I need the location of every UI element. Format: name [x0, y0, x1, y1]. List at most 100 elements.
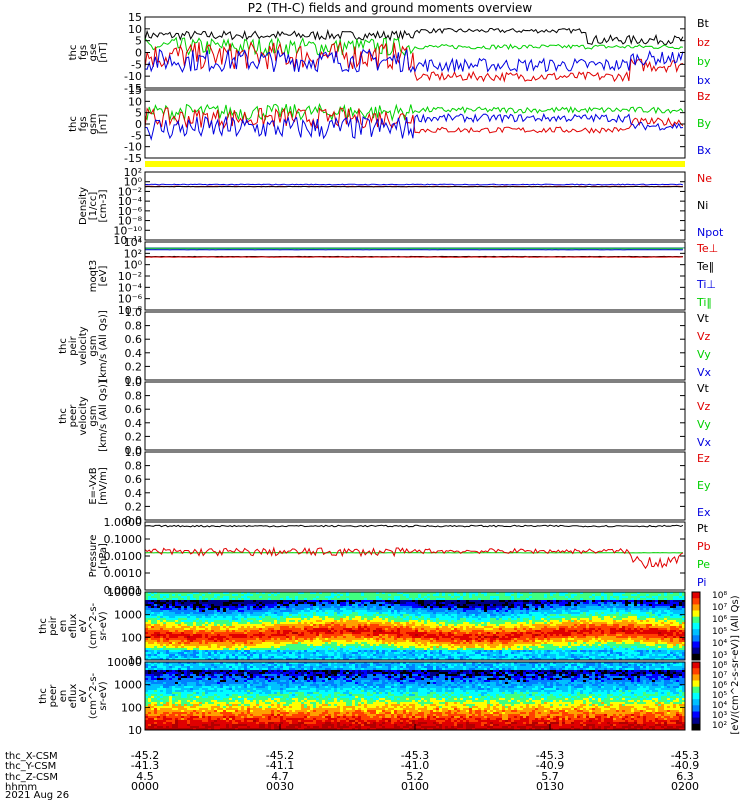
spec-cell — [259, 614, 263, 617]
spec-cell — [172, 620, 176, 623]
spec-cell — [247, 624, 251, 627]
spec-cell — [256, 644, 260, 647]
spec-cell — [544, 592, 548, 595]
spec-cell — [211, 600, 215, 603]
spec-cell — [370, 606, 374, 609]
spec-cell — [484, 628, 488, 631]
spec-cell — [580, 618, 584, 621]
spec-cell — [643, 642, 647, 645]
spec-cell — [448, 616, 452, 619]
spec-cell — [559, 642, 563, 645]
spec-cell — [364, 620, 368, 623]
spec-cell — [490, 610, 494, 613]
spec-cell — [616, 630, 620, 633]
spec-cell — [625, 636, 629, 639]
spec-cell — [577, 596, 581, 599]
spec-cell — [322, 614, 326, 617]
spec-cell — [637, 618, 641, 621]
spec-cell — [526, 608, 530, 611]
spec-cell — [205, 594, 209, 597]
spec-cell — [319, 642, 323, 645]
spec-cell — [262, 602, 266, 605]
spec-cell — [307, 602, 311, 605]
spec-cell — [157, 606, 161, 609]
spec-cell — [505, 624, 509, 627]
spec-cell — [436, 626, 440, 629]
spec-cell — [634, 594, 638, 597]
legend-bx: bx — [697, 74, 711, 87]
spec-cell — [682, 604, 686, 607]
spec-cell — [217, 620, 221, 623]
spec-cell — [388, 622, 392, 625]
spec-cell — [286, 598, 290, 601]
spec-cell — [340, 606, 344, 609]
spec-cell — [310, 608, 314, 611]
spec-cell — [262, 594, 266, 597]
spec-cell — [217, 634, 221, 637]
spec-cell — [421, 640, 425, 643]
spec-cell — [445, 618, 449, 621]
spec-cell — [520, 634, 524, 637]
spec-cell — [166, 602, 170, 605]
spec-cell — [388, 624, 392, 627]
spec-cell — [364, 636, 368, 639]
spec-cell — [340, 600, 344, 603]
spec-cell — [637, 620, 641, 623]
spec-cell — [487, 642, 491, 645]
spec-cell — [211, 604, 215, 607]
spec-cell — [442, 642, 446, 645]
spec-cell — [337, 606, 341, 609]
spec-cell — [358, 642, 362, 645]
spec-cell — [547, 604, 551, 607]
spec-cell — [529, 628, 533, 631]
spec-cell — [304, 632, 308, 635]
spec-cell — [193, 616, 197, 619]
spec-cell — [619, 620, 623, 623]
spec-cell — [472, 614, 476, 617]
spec-cell — [466, 602, 470, 605]
spec-cell — [553, 598, 557, 601]
spec-cell — [238, 604, 242, 607]
panel-p5: 1.00.80.60.40.20.0thcpeirvelocitygsm[km/… — [58, 306, 712, 387]
spec-cell — [673, 594, 677, 597]
spec-cell — [442, 640, 446, 643]
spec-cell — [235, 640, 239, 643]
spec-cell — [568, 634, 572, 637]
spec-cell — [562, 620, 566, 623]
spec-cell — [313, 598, 317, 601]
spec-cell — [469, 614, 473, 617]
spec-cell — [676, 630, 680, 633]
spec-cell — [172, 626, 176, 629]
spec-cell — [601, 592, 605, 595]
spec-cell — [325, 640, 329, 643]
spec-cell — [373, 604, 377, 607]
spec-cell — [205, 612, 209, 615]
spec-cell — [442, 610, 446, 613]
spec-cell — [394, 592, 398, 595]
spec-cell — [682, 632, 686, 635]
spec-cell — [241, 640, 245, 643]
spec-cell — [682, 612, 686, 615]
spec-cell — [451, 620, 455, 623]
spec-cell — [514, 604, 518, 607]
spec-cell — [154, 592, 158, 595]
spec-cell — [469, 598, 473, 601]
spec-cell — [679, 606, 683, 609]
spec-cell — [214, 638, 218, 641]
spec-cell — [415, 636, 419, 639]
spec-cell — [628, 642, 632, 645]
spec-cell — [160, 600, 164, 603]
spec-cell — [637, 610, 641, 613]
spec-cell — [604, 618, 608, 621]
spec-cell — [172, 604, 176, 607]
spec-cell — [388, 592, 392, 595]
spec-cell — [610, 626, 614, 629]
spec-cell — [574, 594, 578, 597]
spec-cell — [433, 592, 437, 595]
spec-cell — [454, 638, 458, 641]
spec-cell — [409, 634, 413, 637]
spec-cell — [568, 600, 572, 603]
flag-bar — [145, 161, 685, 167]
spec-cell — [169, 622, 173, 625]
spec-cell — [262, 622, 266, 625]
